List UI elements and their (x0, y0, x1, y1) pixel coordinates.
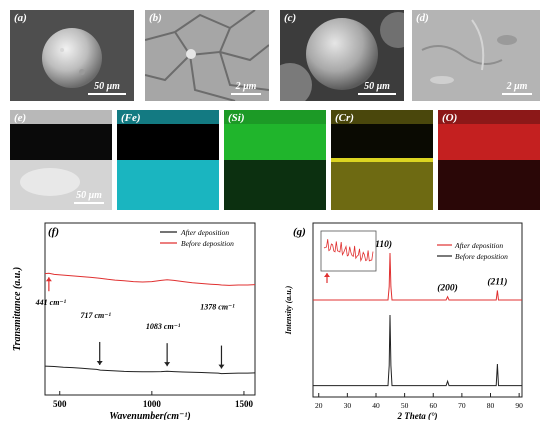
legend-label-0: After deposition (454, 241, 503, 250)
panel-label: (Fe) (121, 112, 141, 124)
sem-image-d (412, 10, 540, 101)
annotation-label-0: 441 cm⁻¹ (35, 298, 67, 307)
x-tick-label: 90 (515, 401, 523, 410)
sem-panel-b: (b) 2 μm (145, 10, 269, 101)
panel-label: (Cr) (335, 112, 354, 124)
panel-label: (a) (14, 12, 27, 24)
inset-trace (323, 239, 374, 263)
plot-frame (312, 222, 523, 398)
series-line-0 (44, 365, 256, 375)
peak-label-2: (211) (487, 276, 507, 287)
inset-arrow-head (324, 273, 330, 277)
x-axis-label: Wavenumber(cm⁻¹) (109, 411, 190, 420)
scale-bar: 2 μm (502, 81, 532, 95)
eds-panel-si: (Si) (224, 110, 326, 210)
x-tick-label: 1500 (235, 399, 254, 409)
eds-panel-o: (O) (438, 110, 540, 210)
sem-panel-a: (a) 50 μm (10, 10, 134, 101)
legend-label-0: After deposition (180, 228, 229, 237)
scale-bar: 50 μm (74, 190, 104, 204)
inset-frame (320, 230, 377, 272)
sem-image-a (10, 10, 134, 101)
sem-image-b (145, 10, 269, 101)
series-line-1 (313, 314, 522, 387)
panel-label: (e) (14, 112, 27, 124)
xrd-chart: 20 30 40 50 60 70 80 90 2 Theta (°) Intensity (a.… (284, 222, 523, 420)
eds-panel-fe: (Fe) (117, 110, 219, 210)
eds-map-si (224, 110, 326, 210)
sem-image-c (280, 10, 404, 101)
y-axis-label: Intensity (a.u.) (284, 285, 293, 335)
eds-image-e (10, 110, 112, 210)
x-tick-label: 80 (487, 401, 495, 410)
panel-label: (b) (149, 12, 162, 24)
eds-panel-e: (e) 50 μm (10, 110, 112, 210)
x-axis-label: 2 Theta (°) (396, 411, 437, 420)
plot-frame (44, 222, 256, 396)
legend-label-1: Before deposition (455, 252, 508, 261)
x-tick-label: 500 (53, 399, 67, 409)
annotation-arrow-2-head (164, 362, 171, 367)
annotation-arrow-1-head (96, 360, 103, 365)
panel-label: (f) (48, 226, 59, 238)
eds-map-cr (331, 110, 433, 210)
scale-bar: 50 μm (358, 81, 396, 95)
panel-label: (Si) (228, 112, 245, 124)
sem-panel-d: (d) 2 μm (412, 10, 540, 101)
legend-label-1: Before deposition (181, 239, 234, 248)
x-tick-label: 40 (372, 401, 380, 410)
annotation-label-2: 1083 cm⁻¹ (146, 322, 181, 331)
annotation-label-3: 1378 cm⁻¹ (200, 303, 235, 312)
x-tick-label: 70 (458, 401, 466, 410)
x-tick-label: 60 (429, 401, 437, 410)
x-tick-label: 50 (401, 401, 409, 410)
sem-panel-c: (c) 50 μm (280, 10, 404, 101)
panel-label: (d) (416, 12, 429, 24)
x-tick-label: 20 (315, 401, 323, 410)
annotation-arrow-0-head (45, 277, 52, 282)
x-tick-label: 1000 (143, 399, 162, 409)
eds-map-o (438, 110, 540, 210)
eds-panel-cr: (Cr) (331, 110, 433, 210)
peak-label-0: (110) (372, 239, 392, 250)
scale-bar: 2 μm (231, 81, 261, 95)
annotation-label-1: 717 cm⁻¹ (81, 311, 112, 320)
panel-label: (g) (293, 226, 306, 238)
annotation-arrow-3-head (218, 364, 225, 369)
series-line-1 (44, 272, 256, 286)
peak-label-1: (200) (437, 283, 458, 294)
eds-map-fe (117, 110, 219, 210)
panel-label: (O) (442, 112, 458, 124)
panel-label: (c) (284, 12, 297, 24)
x-tick-label: 30 (344, 401, 352, 410)
y-axis-label: Transmittance (a.u.) (12, 267, 23, 351)
series-line-0 (313, 252, 522, 301)
scale-bar: 50 μm (88, 81, 126, 95)
ftir-chart: 500 1000 1500 Wavenumber(cm⁻¹) Transmittance… (12, 222, 256, 420)
